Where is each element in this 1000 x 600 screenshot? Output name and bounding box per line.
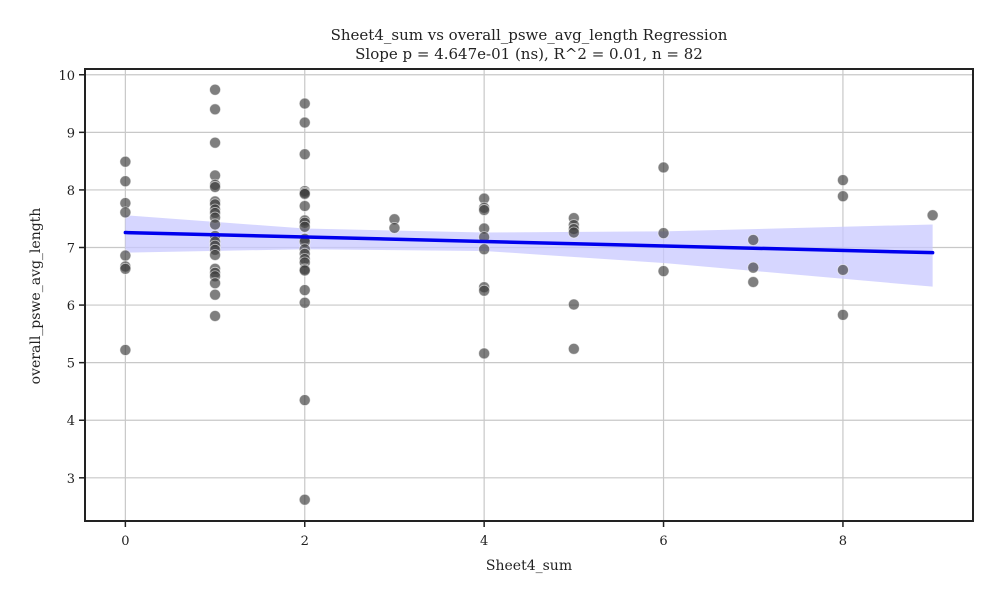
data-point	[478, 284, 491, 297]
data-point	[209, 249, 221, 261]
data-point	[478, 243, 491, 256]
x-tick-label: 2	[301, 534, 309, 549]
y-tick-label: 3	[67, 472, 75, 487]
data-point	[298, 264, 311, 277]
data-point	[209, 218, 221, 231]
data-point	[119, 262, 132, 275]
y-tick-label: 5	[67, 357, 75, 372]
x-tick-label: 0	[121, 534, 129, 549]
data-point	[837, 308, 849, 321]
x-tick-label: 8	[839, 534, 847, 549]
data-point	[298, 188, 311, 200]
data-point	[298, 200, 311, 212]
data-point	[747, 261, 760, 274]
data-point	[567, 298, 580, 311]
data-point	[567, 342, 580, 355]
data-point	[209, 103, 221, 116]
data-point	[119, 344, 132, 356]
data-point	[209, 136, 221, 149]
chart-title: Sheet4_sum vs overall_pswe_avg_length Re…	[331, 26, 728, 44]
data-point	[119, 249, 132, 262]
data-point	[298, 394, 311, 406]
data-point	[298, 296, 311, 309]
confidence-band	[125, 215, 933, 287]
data-point	[209, 310, 221, 322]
data-point	[209, 83, 221, 96]
data-point	[388, 222, 401, 234]
y-tick-label: 10	[58, 69, 75, 84]
data-point	[298, 97, 311, 110]
data-point	[657, 265, 670, 278]
data-point	[478, 204, 491, 216]
data-point	[837, 264, 849, 276]
data-point	[478, 347, 491, 360]
x-tick-label: 4	[480, 534, 488, 549]
y-tick-label: 8	[67, 184, 75, 199]
plot-frame	[84, 68, 974, 522]
data-point	[119, 206, 132, 219]
data-point	[298, 493, 311, 506]
regression-line	[123, 230, 935, 255]
x-tick-label: 6	[659, 534, 667, 549]
chart-subtitle: Slope p = 4.647e-01 (ns), R^2 = 0.01, n …	[355, 45, 703, 63]
data-point	[747, 276, 760, 288]
y-tick-label: 9	[67, 126, 75, 141]
x-axis-label: Sheet4_sum	[486, 558, 572, 574]
data-point	[298, 116, 311, 129]
data-point	[837, 174, 849, 187]
data-point	[119, 175, 132, 188]
data-point	[209, 277, 221, 290]
data-point	[747, 234, 760, 246]
data-point	[209, 288, 221, 301]
data-point	[298, 148, 311, 161]
y-tick-label: 7	[67, 241, 75, 256]
plot-area: 0 2 4 6 8 3 4 5 6 7 8 9 10	[58, 68, 974, 549]
data-point	[298, 220, 311, 233]
data-point	[567, 226, 580, 239]
data-point	[837, 190, 849, 203]
y-tick-label: 6	[67, 299, 75, 314]
data-point	[298, 284, 311, 297]
y-axis-label: overall_pswe_avg_length	[28, 208, 44, 385]
data-point	[119, 155, 132, 168]
data-point	[926, 209, 939, 222]
data-point	[657, 161, 670, 174]
data-point	[657, 227, 670, 240]
y-tick-label: 4	[67, 414, 75, 429]
data-point	[209, 181, 221, 193]
